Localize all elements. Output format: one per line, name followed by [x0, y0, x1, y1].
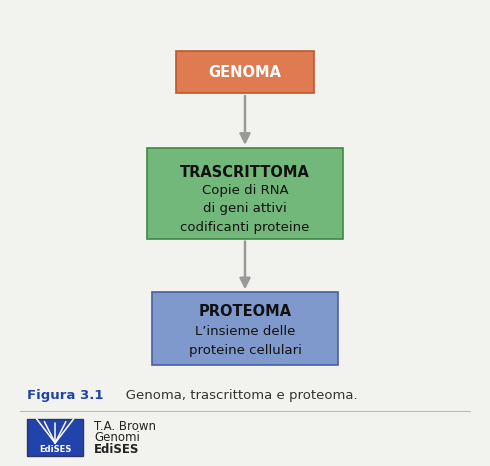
Text: Genoma, trascrittoma e proteoma.: Genoma, trascrittoma e proteoma.: [113, 389, 357, 402]
FancyBboxPatch shape: [176, 51, 314, 93]
Text: T.A. Brown: T.A. Brown: [94, 420, 156, 433]
Text: Copie di RNA
di geni attivi
codificanti proteine: Copie di RNA di geni attivi codificanti …: [180, 184, 310, 234]
Text: Genomi: Genomi: [94, 431, 140, 444]
Text: Figura 3.1: Figura 3.1: [27, 389, 103, 402]
Text: EdiSES: EdiSES: [39, 445, 71, 454]
Text: L’insieme delle
proteine cellulari: L’insieme delle proteine cellulari: [189, 325, 301, 356]
FancyBboxPatch shape: [147, 148, 343, 239]
Text: PROTEOMA: PROTEOMA: [198, 304, 292, 319]
Text: TRASCRITTOMA: TRASCRITTOMA: [180, 165, 310, 180]
FancyBboxPatch shape: [27, 419, 83, 456]
Text: EdiSES: EdiSES: [94, 443, 140, 456]
FancyBboxPatch shape: [152, 293, 338, 364]
Text: GENOMA: GENOMA: [209, 65, 281, 80]
